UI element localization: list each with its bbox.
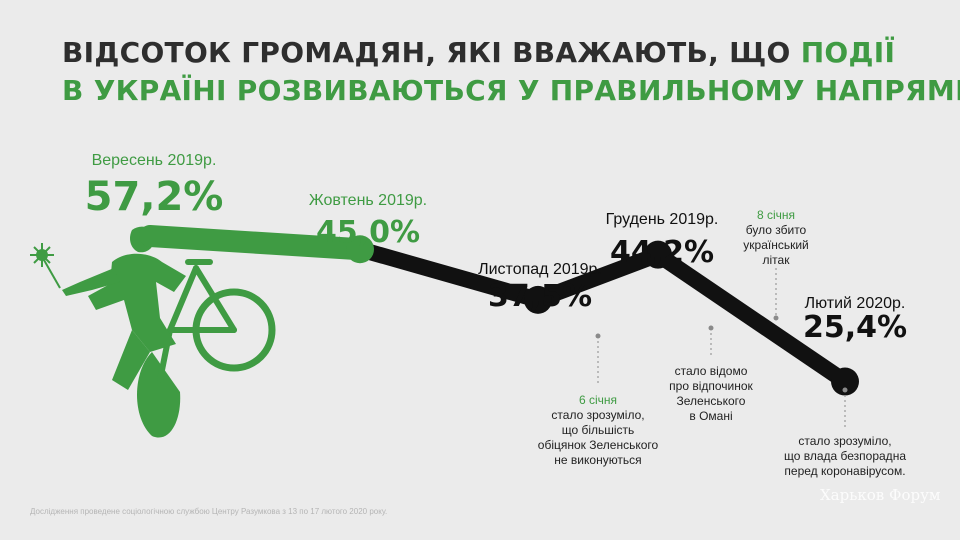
annotation-a2: стало відомо про відпочинок Зеленського в О…	[669, 364, 753, 423]
value-label: 45,0%	[316, 215, 420, 250]
category-label: Лютий 2020р.	[805, 295, 906, 312]
series-segment	[650, 246, 853, 390]
data-point	[346, 235, 374, 264]
watermark: Харьков Форум	[820, 486, 941, 504]
source-footnote: Дослідження проведене соціологічною служ…	[30, 507, 388, 516]
chart-title: ВІДСОТОК ГРОМАДЯН, ЯКІ ВВАЖАЮТЬ, ЩО ПОДІ…	[62, 34, 960, 110]
value-label: 37,5%	[488, 279, 592, 314]
value-label: 57,2%	[85, 174, 224, 220]
data-point	[644, 240, 672, 269]
annotation-a4: стало зрозуміло, що влада безпорадна перед…	[784, 434, 906, 478]
category-label: Жовтень 2019р.	[309, 192, 427, 209]
value-label: 25,4%	[803, 310, 907, 345]
category-label: Вересень 2019р.	[92, 152, 217, 169]
annotation-dot	[842, 387, 848, 393]
annotation-a3: 8 січня було збито український літак	[743, 208, 808, 267]
data-point	[524, 285, 552, 314]
series-segment	[139, 225, 371, 261]
annotation-a1: 6 січня стало зрозуміло, що більшість обіця…	[538, 393, 659, 467]
data-point	[831, 367, 859, 396]
category-label: Грудень 2019р.	[606, 211, 719, 228]
annotation-dot	[773, 315, 779, 321]
series-segment	[530, 246, 666, 308]
series-markers	[346, 235, 859, 396]
annotation-dot	[708, 325, 714, 331]
title-line1-green: ПОДІЇ	[800, 36, 896, 69]
annotation-dot	[595, 333, 601, 339]
data-labels: Вересень 2019р. 57,2% Жовтень 2019р. 45,0% Л…	[85, 152, 907, 345]
annotations: 6 січня стало зрозуміло, що більшість обіця…	[538, 208, 907, 478]
category-label: Листопад 2019р.	[478, 261, 602, 278]
cyclist-icon	[30, 226, 276, 438]
coronavirus-icon	[30, 243, 61, 289]
title-line1-dark: ВІДСОТОК ГРОМАДЯН, ЯКІ ВВАЖАЮТЬ, ЩО	[62, 36, 801, 69]
value-label: 44,2%	[610, 235, 714, 270]
series-line	[139, 225, 853, 390]
title-line2-green: В УКРАЇНІ РОЗВИВАЮТЬСЯ У ПРАВИЛЬНОМУ НАП…	[62, 74, 960, 107]
series-segment	[352, 241, 546, 308]
annotation-leaders	[595, 268, 848, 428]
